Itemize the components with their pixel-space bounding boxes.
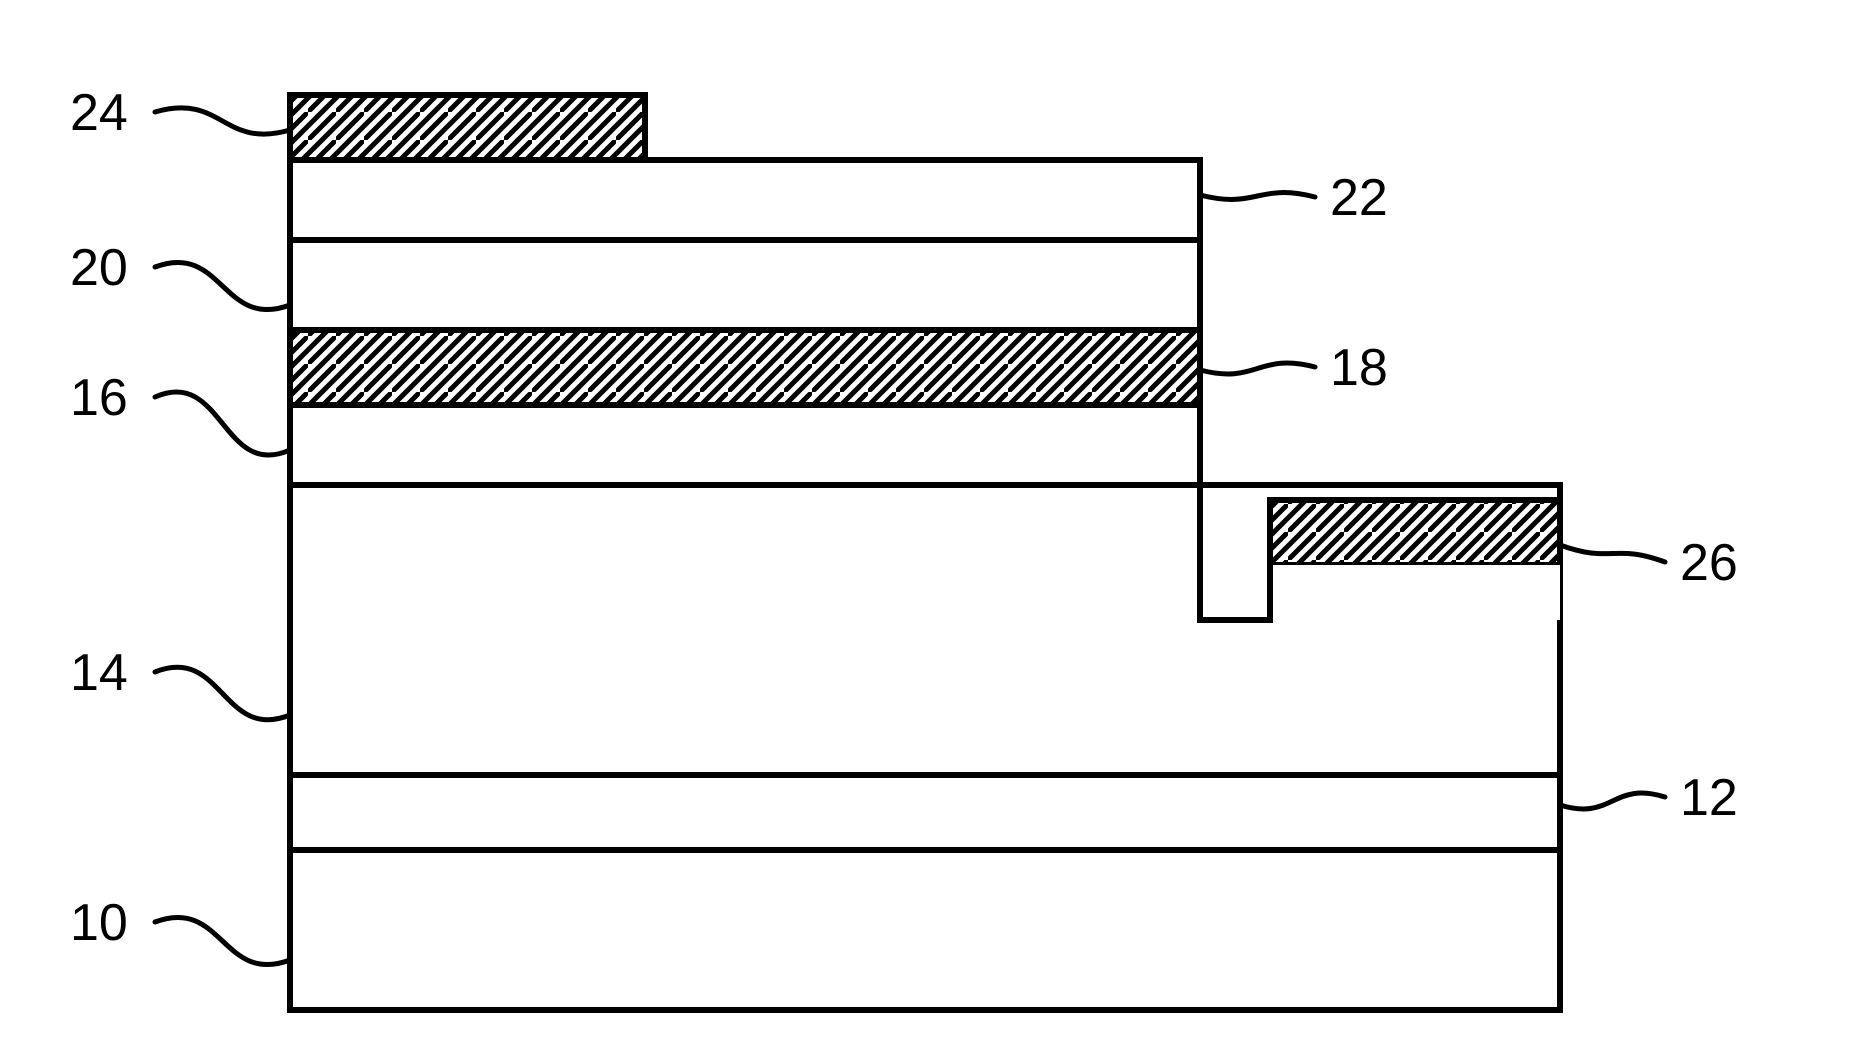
layer-diagram: 24 20 16 14 10 22 18 26 12 (0, 0, 1857, 1056)
leader-26 (1560, 545, 1665, 562)
layer-p_contact_24 (290, 95, 645, 160)
label-18: 18 (1330, 339, 1388, 397)
layer-layer_16 (290, 405, 1200, 485)
label-20: 20 (70, 239, 128, 297)
label-24: 24 (70, 84, 128, 142)
label-12: 12 (1680, 769, 1738, 827)
layer-layer_20 (290, 240, 1200, 330)
leader-12 (1560, 793, 1665, 809)
leader-24 (155, 108, 290, 134)
layer-active_18 (290, 330, 1200, 405)
label-14: 14 (70, 644, 128, 702)
leader-14 (155, 667, 290, 720)
leader-20 (155, 262, 290, 309)
layer-n_contact_26 (1270, 500, 1560, 565)
label-10: 10 (70, 894, 128, 952)
layer-substrate_10 (290, 850, 1560, 1010)
label-16: 16 (70, 369, 128, 427)
leader-22 (1200, 193, 1315, 200)
label-22: 22 (1330, 169, 1388, 227)
layer-buffer_12 (290, 775, 1560, 850)
layer-p_cladding_22 (290, 160, 1200, 240)
leader-16 (155, 392, 290, 455)
leader-18 (1200, 363, 1315, 374)
leader-10 (155, 917, 290, 964)
mesa-notch (1200, 565, 1560, 620)
label-26: 26 (1680, 534, 1738, 592)
